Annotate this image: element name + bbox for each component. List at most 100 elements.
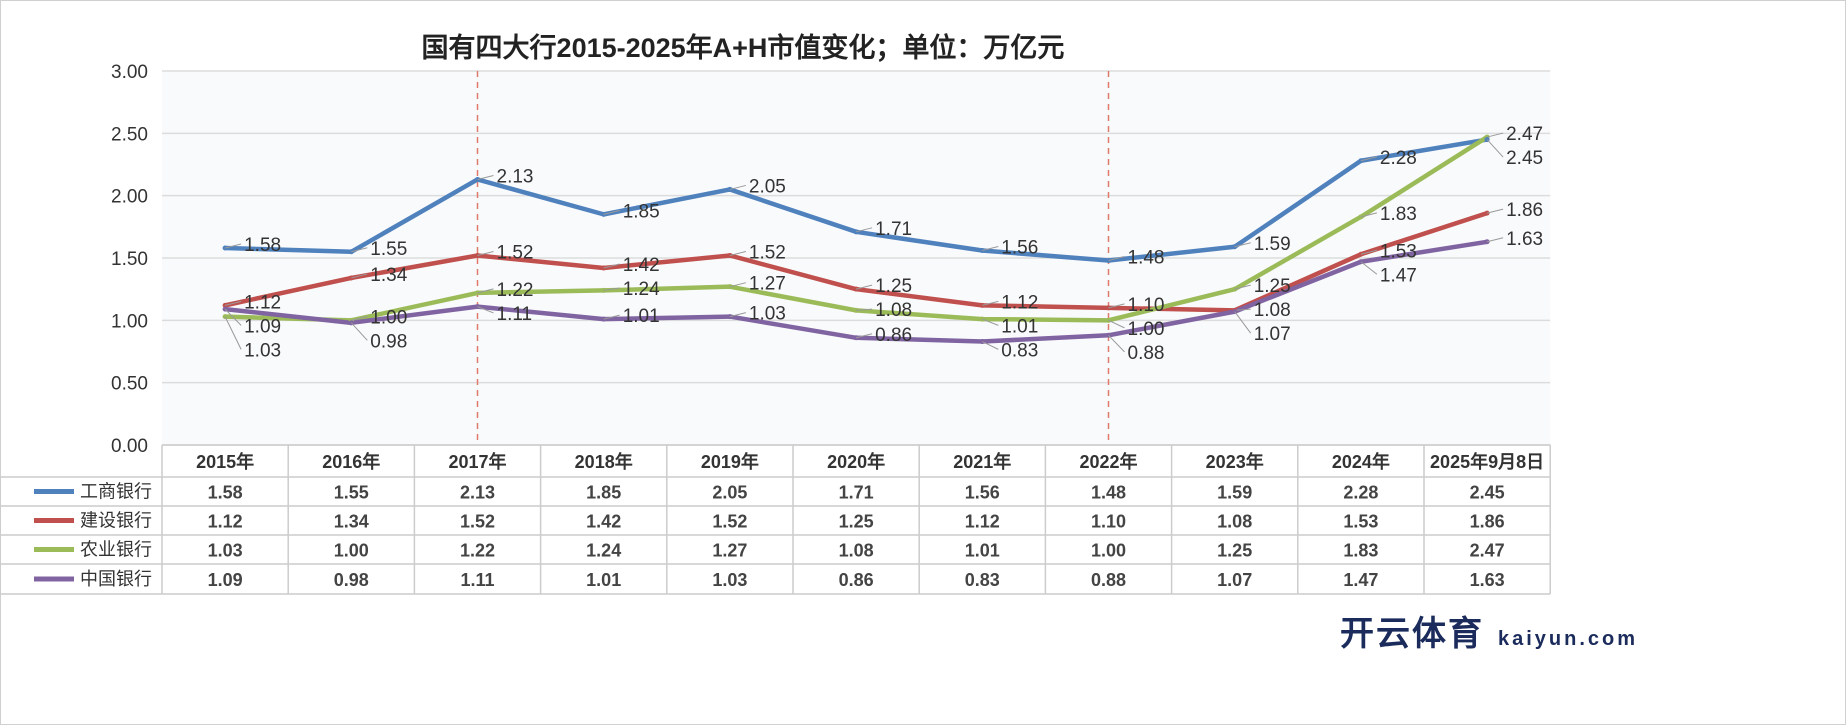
table-cell: 1.00 bbox=[334, 541, 369, 561]
table-cell: 1.47 bbox=[1343, 570, 1378, 590]
label-leader bbox=[1486, 139, 1504, 158]
table-cell: 2.28 bbox=[1343, 483, 1378, 503]
label-leader bbox=[1360, 261, 1378, 275]
table-cell: 1.03 bbox=[208, 541, 243, 561]
y-tick-label: 0.00 bbox=[111, 436, 148, 457]
data-label: 1.52 bbox=[749, 243, 786, 264]
table-cell: 1.24 bbox=[586, 541, 621, 561]
label-leader bbox=[1234, 311, 1252, 334]
label-leader bbox=[351, 273, 368, 279]
watermark-sub: kaiyun.com bbox=[1498, 628, 1639, 650]
data-label: 1.42 bbox=[623, 255, 660, 276]
table-cell: 1.34 bbox=[334, 512, 369, 532]
label-leader bbox=[224, 316, 242, 350]
label-leader bbox=[729, 251, 747, 256]
data-label: 1.59 bbox=[1254, 234, 1291, 255]
label-leader bbox=[1486, 132, 1504, 138]
table-cell: 1.25 bbox=[839, 512, 874, 532]
label-leader bbox=[855, 333, 873, 339]
label-leader bbox=[351, 247, 368, 253]
table-cell: 0.98 bbox=[334, 570, 369, 590]
data-label: 1.01 bbox=[1001, 316, 1038, 337]
table-cell: 0.83 bbox=[965, 570, 1000, 590]
data-label: 1.52 bbox=[497, 243, 534, 264]
y-tick-label: 0.50 bbox=[111, 374, 148, 395]
data-label: 2.47 bbox=[1506, 124, 1543, 145]
legend-label: 工商银行 bbox=[80, 482, 152, 502]
table-cell: 1.00 bbox=[1091, 541, 1126, 561]
table-cell: 0.88 bbox=[1091, 570, 1126, 590]
label-leader bbox=[1108, 319, 1125, 329]
label-leader bbox=[855, 227, 873, 233]
data-label: 1.00 bbox=[1128, 319, 1165, 340]
table-cell: 1.01 bbox=[586, 570, 621, 590]
table-cell: 1.27 bbox=[712, 541, 747, 561]
table-cell: 0.86 bbox=[839, 570, 874, 590]
data-label: 1.56 bbox=[1001, 238, 1038, 259]
table-cell: 1.63 bbox=[1470, 570, 1505, 590]
x-tick-label: 2015年 bbox=[196, 451, 254, 472]
data-label: 1.86 bbox=[1506, 200, 1543, 221]
table-cell: 1.10 bbox=[1091, 512, 1126, 532]
label-leader bbox=[1486, 208, 1504, 214]
label-leader bbox=[729, 312, 747, 318]
data-label: 1.09 bbox=[244, 316, 281, 337]
data-label: 1.25 bbox=[1254, 276, 1291, 297]
data-label: 1.03 bbox=[749, 304, 786, 325]
data-label: 2.45 bbox=[1506, 148, 1543, 169]
table-cell: 1.86 bbox=[1470, 512, 1505, 532]
y-tick-label: 2.50 bbox=[111, 124, 148, 145]
label-leader bbox=[1108, 334, 1125, 353]
table-cell: 1.08 bbox=[1217, 512, 1252, 532]
data-label: 1.27 bbox=[749, 274, 786, 295]
table-cell: 1.53 bbox=[1343, 512, 1378, 532]
table-cell: 1.71 bbox=[839, 483, 874, 503]
data-label: 0.98 bbox=[370, 331, 407, 352]
table-cell: 1.01 bbox=[965, 541, 1000, 561]
data-label: 2.13 bbox=[497, 166, 534, 187]
y-tick-label: 1.00 bbox=[111, 311, 148, 332]
table-cell: 1.55 bbox=[334, 483, 369, 503]
x-tick-label: 2016年 bbox=[322, 451, 380, 472]
label-leader bbox=[1360, 212, 1378, 218]
y-tick-label: 3.00 bbox=[111, 62, 148, 83]
label-leader bbox=[982, 300, 999, 306]
data-label: 1.12 bbox=[1001, 292, 1038, 313]
label-leader bbox=[1108, 256, 1125, 261]
data-label: 1.53 bbox=[1380, 241, 1417, 262]
data-label: 1.63 bbox=[1506, 229, 1543, 250]
label-leader bbox=[603, 209, 620, 215]
table-cell: 1.12 bbox=[965, 512, 1000, 532]
legend-label: 中国银行 bbox=[80, 569, 152, 589]
label-leader bbox=[1486, 237, 1504, 243]
label-leader bbox=[224, 300, 242, 306]
label-leader bbox=[1360, 156, 1378, 162]
data-label: 1.01 bbox=[623, 306, 660, 327]
x-tick-label: 2017年 bbox=[448, 451, 506, 472]
legend-label: 农业银行 bbox=[80, 540, 152, 560]
label-leader bbox=[477, 251, 494, 256]
data-label: 1.58 bbox=[244, 235, 281, 256]
table-cell: 1.25 bbox=[1217, 541, 1252, 561]
watermark-logo: 开云体育 kaiyun.com bbox=[1340, 606, 1638, 655]
table-cell: 1.12 bbox=[208, 512, 243, 532]
data-label: 1.48 bbox=[1128, 247, 1165, 268]
x-tick-label: 2025年9月8日 bbox=[1430, 451, 1544, 472]
data-label: 1.55 bbox=[370, 239, 407, 260]
label-leader bbox=[856, 308, 873, 311]
data-label: 1.25 bbox=[875, 276, 912, 297]
table-cell: 1.09 bbox=[208, 570, 243, 590]
legend-label: 建设银行 bbox=[80, 511, 152, 531]
label-leader bbox=[1234, 308, 1251, 311]
table-cell: 1.42 bbox=[586, 512, 621, 532]
table-cell: 2.47 bbox=[1470, 541, 1505, 561]
table-cell: 2.13 bbox=[460, 483, 495, 503]
data-label: 1.10 bbox=[1128, 295, 1165, 316]
label-leader bbox=[224, 243, 242, 249]
chart-title: 国有四大行2015-2025年A+H市值变化；单位：万亿元 bbox=[0, 26, 1846, 65]
data-label: 1.22 bbox=[497, 280, 534, 301]
label-leader bbox=[603, 263, 620, 269]
x-tick-label: 2022年 bbox=[1079, 451, 1137, 472]
data-label: 1.08 bbox=[1254, 300, 1291, 321]
table-cell: 1.22 bbox=[460, 541, 495, 561]
